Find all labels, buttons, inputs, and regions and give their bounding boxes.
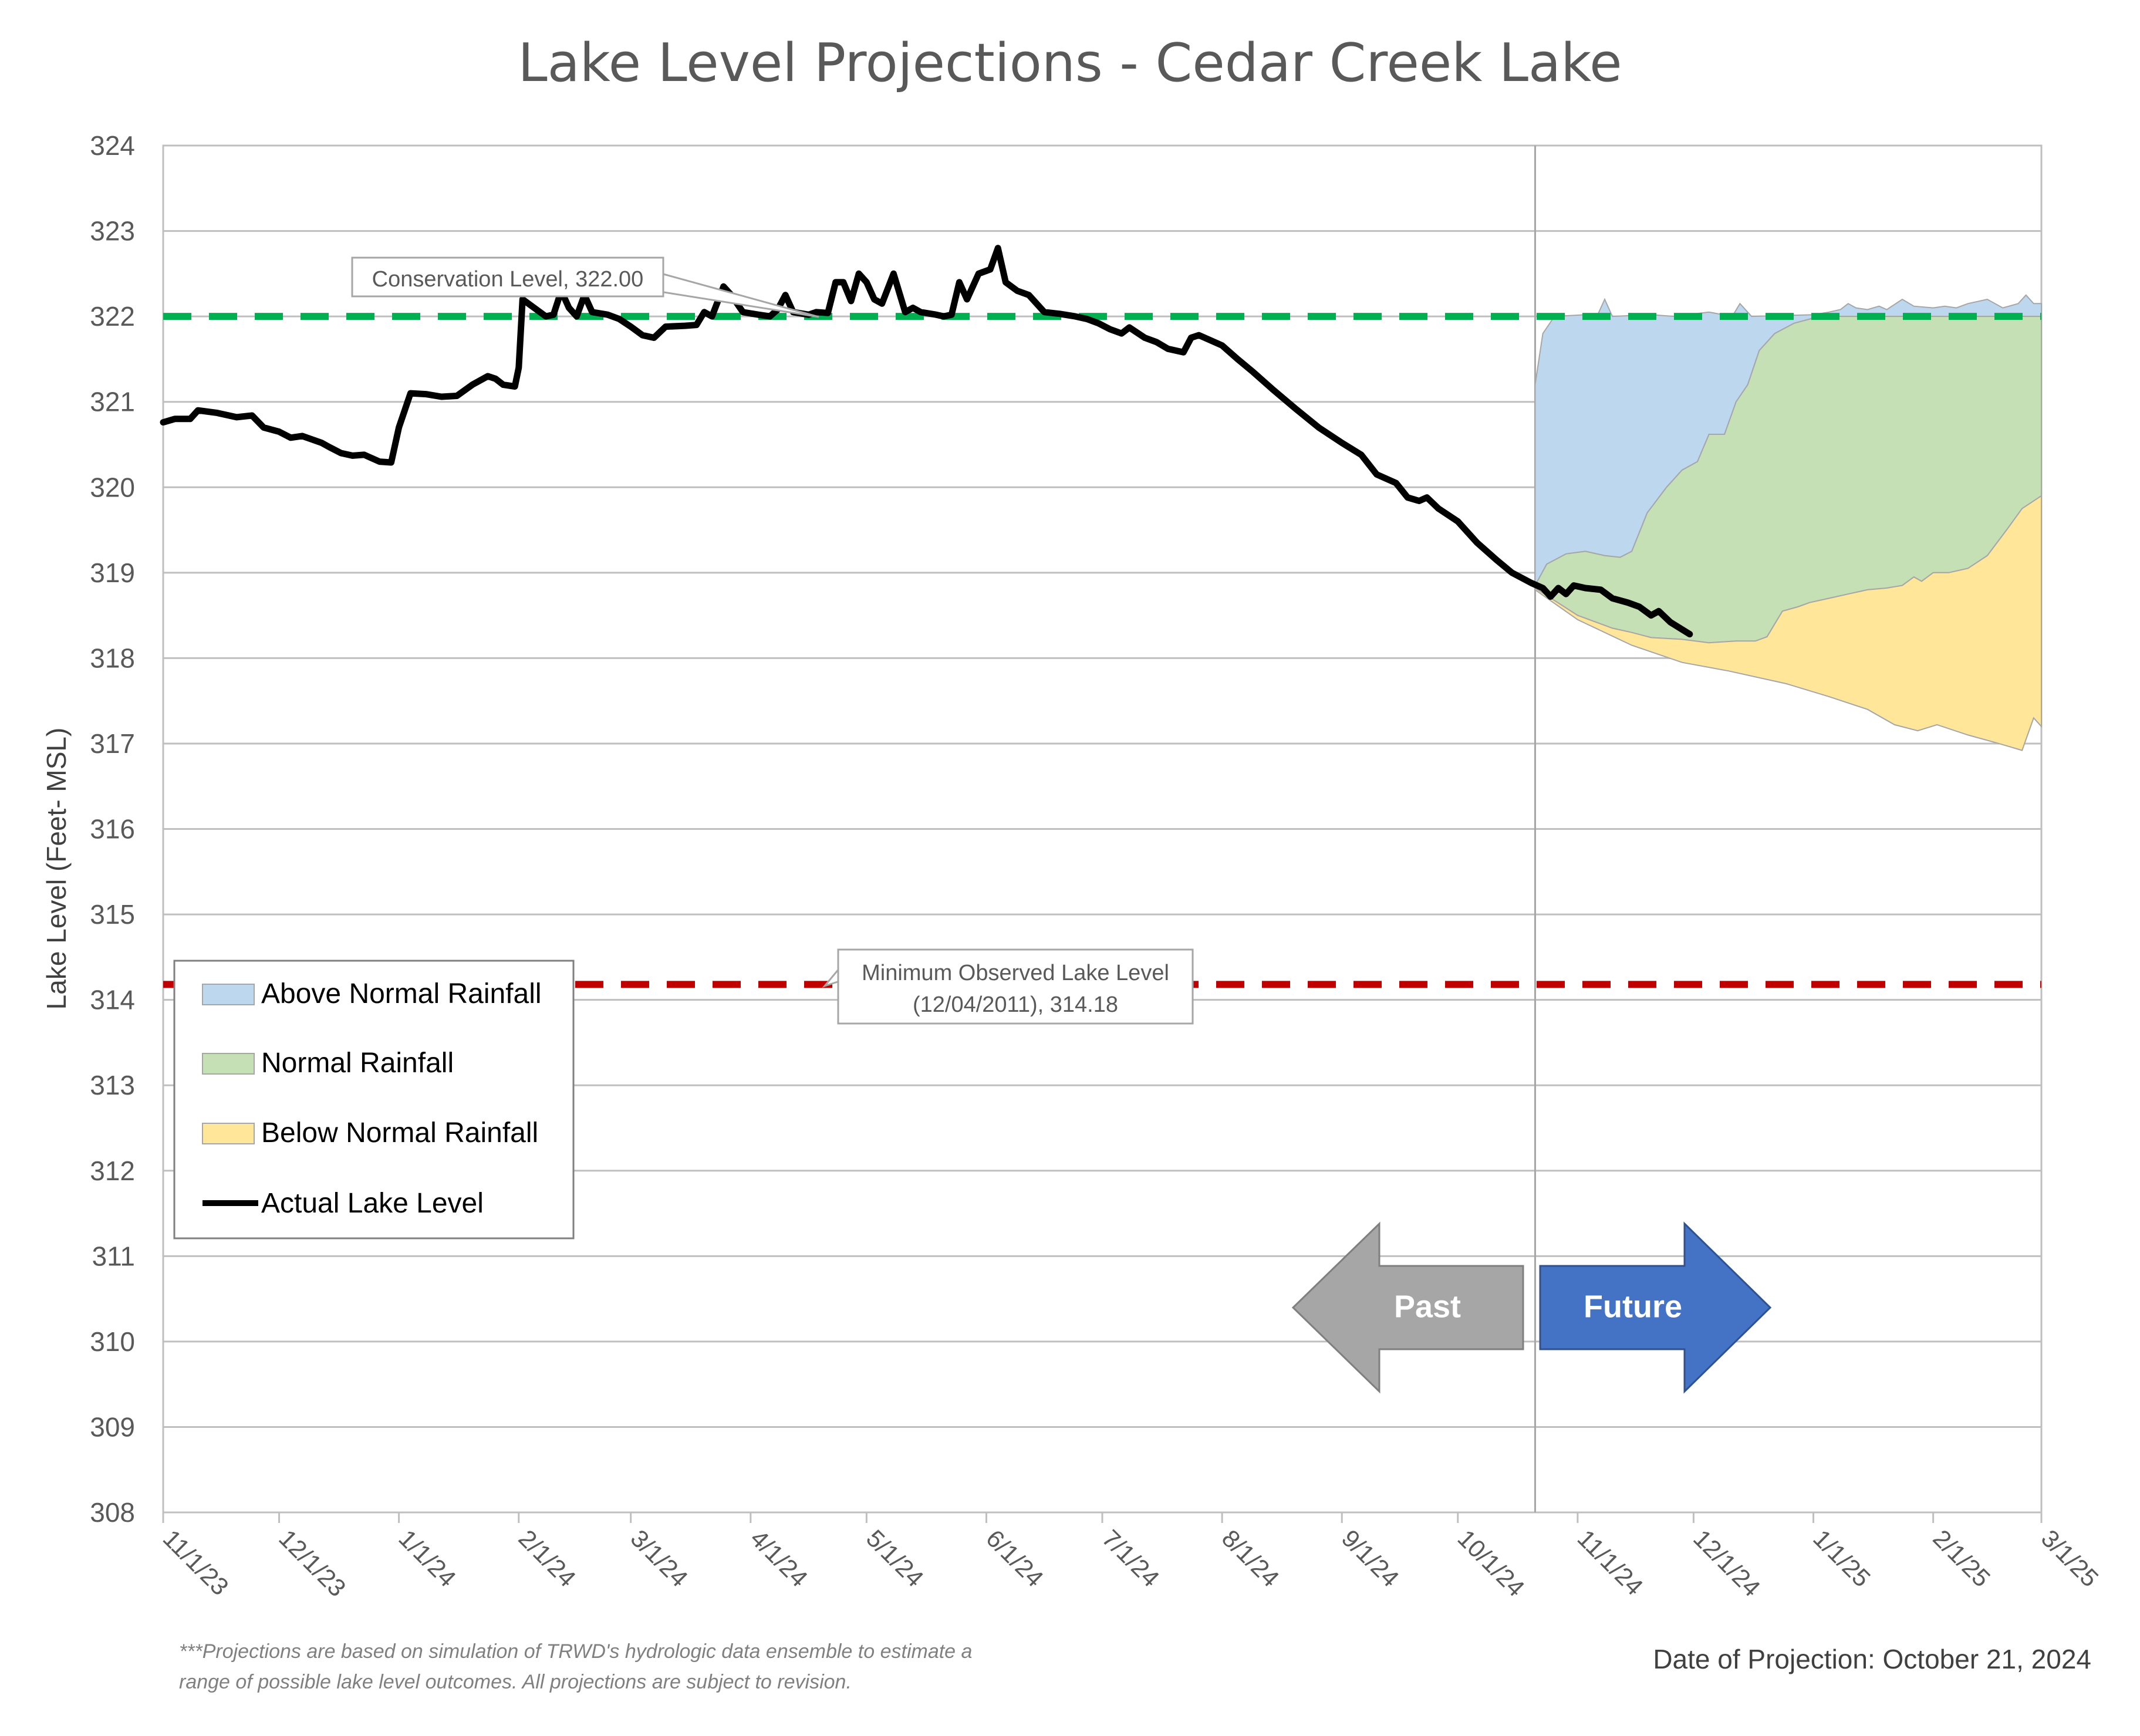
gridlines	[162, 144, 2043, 1514]
legend-item-actual: Actual Lake Level	[202, 1188, 484, 1219]
future-arrow: Future	[1539, 1221, 1772, 1394]
past-arrow: Past	[1291, 1221, 1524, 1394]
y-tick-label: 317	[90, 728, 135, 759]
y-tick-label: 318	[90, 643, 135, 673]
legend-swatch-below-normal	[202, 1123, 255, 1144]
legend-item-normal: Normal Rainfall	[202, 1048, 454, 1079]
legend: Above Normal Rainfall Normal Rainfall Be…	[173, 960, 575, 1239]
y-tick-label: 314	[90, 985, 135, 1015]
y-tick-label: 310	[90, 1326, 135, 1357]
legend-label-below-normal: Below Normal Rainfall	[261, 1117, 538, 1149]
past-arrow-label: Past	[1394, 1289, 1461, 1324]
legend-label-actual: Actual Lake Level	[261, 1188, 484, 1219]
y-tick-label: 315	[90, 899, 135, 930]
minimum-level-callout: Minimum Observed Lake Level (12/04/2011)…	[822, 948, 1194, 1025]
y-tick-label: 321	[90, 387, 135, 417]
y-tick-label: 322	[90, 301, 135, 332]
y-tick-label: 319	[90, 558, 135, 588]
legend-item-below-normal: Below Normal Rainfall	[202, 1117, 538, 1149]
y-tick-label: 311	[92, 1241, 135, 1271]
actual-lake-level-line	[160, 245, 1693, 638]
y-tick-label: 313	[90, 1070, 135, 1100]
band-below-normal-rainfall	[1534, 494, 2042, 751]
y-tick-label: 308	[90, 1497, 135, 1528]
conservation-level-callout: Conservation Level, 322.00	[351, 256, 819, 318]
minimum-level-label-line1: Minimum Observed Lake Level	[862, 961, 1169, 985]
legend-swatch-normal	[202, 1053, 255, 1075]
conservation-level-label: Conservation Level, 322.00	[372, 267, 644, 292]
footnote-line2: range of possible lake level outcomes. A…	[179, 1671, 852, 1693]
legend-item-above-normal: Above Normal Rainfall	[202, 978, 542, 1009]
y-tick-label: 316	[90, 814, 135, 845]
future-arrow-label: Future	[1584, 1289, 1682, 1324]
projection-date-text: Date of Projection: October 21, 2024	[1653, 1644, 2091, 1674]
minimum-level-label-line2: (12/04/2011), 314.18	[913, 992, 1118, 1017]
legend-label-normal: Normal Rainfall	[261, 1048, 454, 1079]
chart-title: Lake Level Projections - Cedar Creek Lak…	[518, 32, 1622, 94]
footnote-line1: ***Projections are based on simulation o…	[179, 1640, 972, 1663]
y-tick-label: 324	[90, 130, 135, 161]
projection-bands	[1534, 294, 2042, 751]
y-tick-label: 309	[90, 1411, 135, 1442]
y-tick-label: 320	[90, 472, 135, 502]
legend-label-above-normal: Above Normal Rainfall	[261, 978, 542, 1009]
actual-lake-level-series	[160, 245, 1693, 638]
y-tick-label: 323	[90, 216, 135, 246]
legend-swatch-above-normal	[202, 984, 255, 1005]
y-tick-label: 312	[90, 1156, 135, 1186]
y-axis-label: Lake Level (Feet- MSL)	[41, 728, 72, 1010]
